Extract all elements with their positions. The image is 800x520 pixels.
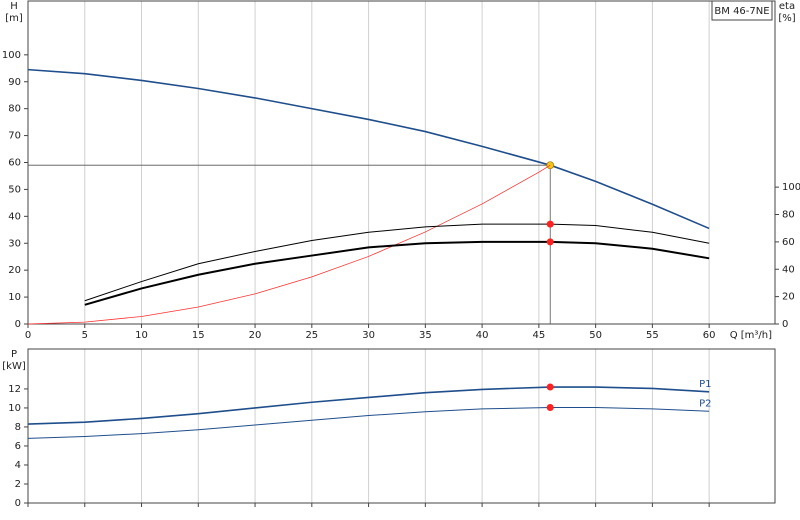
y2-axis-title: eta <box>779 1 795 12</box>
x-tick-label: 30 <box>362 330 375 341</box>
y-tick-label: 30 <box>8 238 21 249</box>
series-label: P1 <box>699 379 711 390</box>
y-tick-label: 12 <box>8 384 21 395</box>
series-line <box>27 68 710 230</box>
plot-frame <box>27 348 776 504</box>
y-axis-title: H <box>10 1 18 12</box>
y-tick-label: 80 <box>8 104 21 115</box>
y-tick-label: 2 <box>15 479 21 490</box>
y2-tick-label: 60 <box>782 237 795 248</box>
model-label: BM 46-7NE <box>714 6 769 17</box>
operating-point <box>546 220 554 228</box>
operating-point <box>546 238 554 246</box>
x-tick-label: 0 <box>25 330 31 341</box>
series-line <box>27 386 710 425</box>
y-axis-unit: [m] <box>5 13 23 24</box>
y-tick-label: 90 <box>8 77 21 88</box>
x-tick-label: 45 <box>532 330 545 341</box>
y-tick-label: 0 <box>15 319 21 330</box>
series-line <box>27 406 710 439</box>
x-tick-label: 60 <box>703 330 716 341</box>
y-tick-label: 100 <box>2 50 21 61</box>
y-tick-label: 70 <box>8 131 21 142</box>
y-tick-label: 6 <box>15 441 21 452</box>
x-tick-label: 50 <box>589 330 602 341</box>
y-tick-label: 50 <box>8 184 21 195</box>
y-tick-label: 10 <box>8 292 21 303</box>
operating-point <box>546 403 554 411</box>
x-tick-label: 40 <box>476 330 489 341</box>
x-tick-label: 5 <box>82 330 88 341</box>
series-line <box>84 223 710 302</box>
y2-tick-label: 40 <box>782 264 795 275</box>
y2-tick-label: 20 <box>782 292 795 303</box>
y-tick-label: 40 <box>8 211 21 222</box>
y2-tick-label: 100 <box>782 182 800 193</box>
model-box <box>711 0 773 21</box>
y2-axis-unit: [%] <box>778 13 795 24</box>
x-tick-label: 55 <box>646 330 659 341</box>
series-line <box>27 164 551 325</box>
y2-tick-label: 80 <box>782 210 795 221</box>
x-axis-title: Q [m³/h] <box>730 330 772 341</box>
x-tick-label: 25 <box>305 330 318 341</box>
x-tick-label: 15 <box>192 330 205 341</box>
x-tick-label: 10 <box>135 330 148 341</box>
plot-frame <box>27 0 776 325</box>
x-tick-label: 20 <box>249 330 262 341</box>
y-tick-label: 4 <box>15 460 21 471</box>
y-tick-label: 10 <box>8 403 21 414</box>
y-tick-label: 0 <box>15 498 21 509</box>
x-tick-label: 35 <box>419 330 432 341</box>
y-tick-label: 60 <box>8 158 21 169</box>
y-tick-label: 8 <box>15 422 21 433</box>
y2-tick-label: 0 <box>782 319 788 330</box>
operating-point <box>546 383 554 391</box>
series-line <box>84 240 710 306</box>
y-axis-unit: [kW] <box>2 361 26 372</box>
series-label: P2 <box>699 398 711 409</box>
y-axis-title: P <box>11 349 17 360</box>
y-tick-label: 20 <box>8 265 21 276</box>
